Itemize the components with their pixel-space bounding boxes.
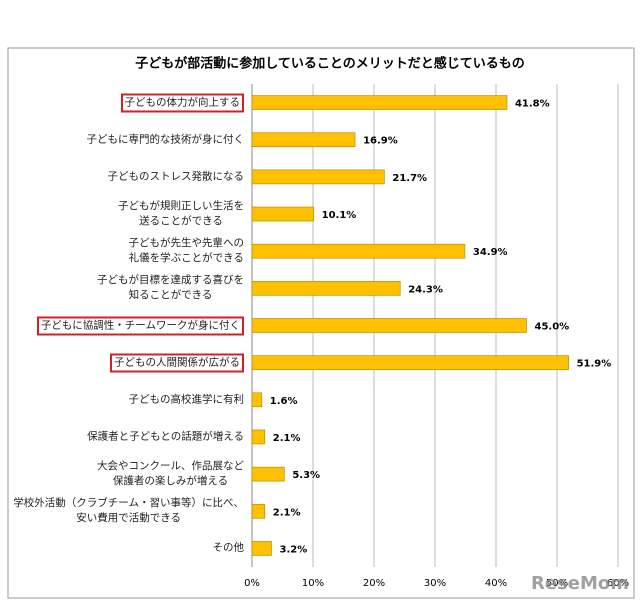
bar bbox=[251, 243, 466, 259]
bar bbox=[251, 169, 385, 185]
bar bbox=[251, 392, 263, 408]
category-label: 大会やコンクール、作品展など 保護者の楽しみが増える bbox=[97, 460, 244, 488]
x-tick-label: 0% bbox=[244, 578, 260, 589]
category-label: 子どもに専門的な技術が身に付く bbox=[86, 133, 245, 146]
x-tick-label: 30% bbox=[424, 578, 446, 589]
chart-title: 子どもが部活動に参加していることのメリットだと感じているもの bbox=[135, 56, 524, 72]
value-label: 5.3% bbox=[292, 470, 320, 481]
category-label: 保護者と子どもとの話題が増える bbox=[87, 430, 244, 443]
category-label: 学校外活動（クラブチーム・習い事等）に比べ、 安い費用で活動できる bbox=[13, 497, 244, 525]
bar bbox=[251, 355, 569, 370]
watermark: ReseMom bbox=[531, 573, 629, 594]
category-label: その他 bbox=[212, 541, 245, 554]
bar bbox=[251, 541, 272, 556]
x-tick-label: 60% bbox=[607, 578, 629, 589]
value-label: 16.9% bbox=[363, 136, 398, 147]
value-label: 41.8% bbox=[515, 99, 550, 110]
bar bbox=[251, 206, 314, 222]
value-label: 51.9% bbox=[577, 359, 612, 370]
bar bbox=[251, 429, 266, 445]
value-label: 1.6% bbox=[270, 396, 298, 407]
bar bbox=[251, 318, 527, 333]
category-label: 子どもが規則正しい生活を 送ることができる bbox=[118, 200, 244, 228]
x-tick-label: 40% bbox=[485, 578, 507, 589]
category-label: 子どもが先生や先輩への 礼儀を学ぶことができる bbox=[128, 237, 245, 265]
category-label: 子どもの体力が向上する bbox=[120, 93, 244, 113]
frame bbox=[7, 47, 635, 599]
x-tick-label: 50% bbox=[546, 578, 568, 589]
bar bbox=[251, 503, 266, 519]
value-label: 3.2% bbox=[280, 544, 308, 555]
value-label: 24.3% bbox=[408, 284, 443, 295]
category-label: 子どもの高校進学に有利 bbox=[128, 393, 245, 406]
x-tick-label: 10% bbox=[302, 578, 324, 589]
value-label: 10.1% bbox=[322, 210, 357, 221]
value-label: 21.7% bbox=[392, 173, 427, 184]
value-label: 2.1% bbox=[273, 433, 301, 444]
category-label: 子どもの人間関係が広がる bbox=[110, 353, 244, 373]
bar bbox=[251, 132, 356, 148]
category-label: 子どものストレス発散になる bbox=[107, 170, 245, 183]
value-label: 2.1% bbox=[273, 507, 301, 518]
value-label: 45.0% bbox=[535, 322, 570, 333]
bar bbox=[251, 281, 401, 296]
value-label: 34.9% bbox=[473, 247, 508, 258]
bar bbox=[251, 95, 508, 110]
category-label: 子どもが目標を達成する喜びを 知ることができる bbox=[97, 274, 244, 302]
x-tick-label: 20% bbox=[363, 578, 385, 589]
bar bbox=[251, 466, 285, 482]
category-label: 子どもに協調性・チームワークが身に付く bbox=[36, 316, 244, 335]
